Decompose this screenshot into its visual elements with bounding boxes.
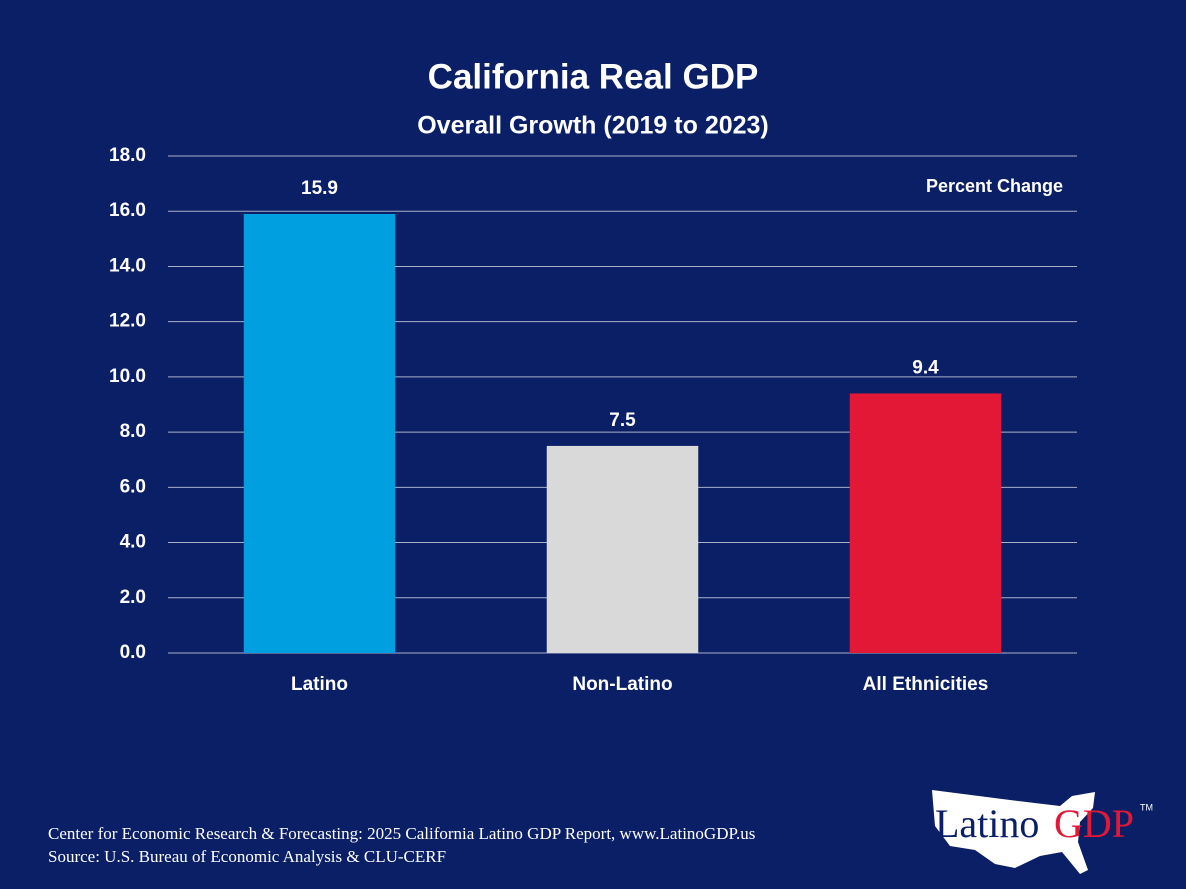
value-label: 9.4 bbox=[912, 357, 939, 378]
y-tick-label: 10.0 bbox=[109, 366, 146, 387]
us-map bbox=[932, 790, 1095, 874]
value-label: 15.9 bbox=[301, 178, 338, 199]
y-tick-label: 18.0 bbox=[109, 145, 146, 166]
y-tick-label: 16.0 bbox=[109, 200, 146, 221]
logo-word: GDP bbox=[1054, 801, 1134, 846]
logo-word: Latino bbox=[935, 801, 1039, 846]
chart-subtitle: Overall Growth (2019 to 2023) bbox=[417, 112, 769, 140]
y-tick-label: 4.0 bbox=[120, 532, 146, 553]
y-tick-label: 0.0 bbox=[120, 642, 146, 663]
footer-line: Center for Economic Research & Forecasti… bbox=[48, 824, 755, 843]
y-tick-label: 6.0 bbox=[120, 476, 146, 497]
bar bbox=[243, 213, 396, 653]
chart-title: California Real GDP bbox=[428, 57, 759, 96]
annotation: Percent Change bbox=[926, 176, 1063, 196]
logo-trademark: TM bbox=[1140, 802, 1153, 812]
y-tick-label: 8.0 bbox=[120, 421, 146, 442]
x-tick-label: Non-Latino bbox=[572, 674, 672, 695]
bar bbox=[849, 393, 1002, 653]
y-tick-label: 12.0 bbox=[109, 311, 146, 332]
x-tick-label: All Ethnicities bbox=[863, 674, 989, 695]
footer-line: Source: U.S. Bureau of Economic Analysis… bbox=[48, 847, 446, 866]
bar bbox=[546, 445, 699, 653]
y-tick-label: 14.0 bbox=[109, 255, 146, 276]
x-tick-label: Latino bbox=[291, 674, 348, 695]
value-label: 7.5 bbox=[609, 410, 636, 431]
y-tick-label: 2.0 bbox=[120, 587, 146, 608]
